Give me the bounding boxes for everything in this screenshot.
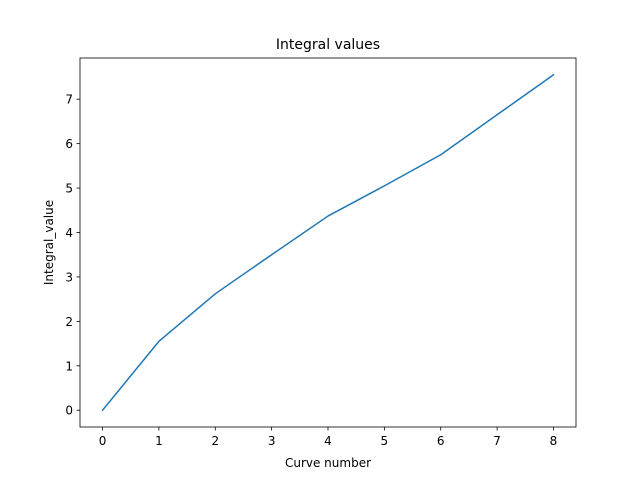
x-tick-label: 3 bbox=[268, 434, 276, 448]
series-line bbox=[101, 73, 555, 412]
x-tick-label: 5 bbox=[381, 434, 389, 448]
y-tick-label: 7 bbox=[65, 93, 73, 107]
x-axis-ticks: 0 1 2 3 4 5 6 7 8 bbox=[99, 427, 558, 448]
x-tick-label: 7 bbox=[493, 434, 501, 448]
x-tick-label: 4 bbox=[324, 434, 332, 448]
x-tick-label: 1 bbox=[155, 434, 163, 448]
y-axis-ticks: 0 1 2 3 4 5 6 7 bbox=[65, 93, 80, 418]
y-axis-label: Integral_value bbox=[42, 200, 56, 285]
plot-area-frame bbox=[79, 57, 577, 428]
x-axis-label: Curve number bbox=[285, 456, 371, 470]
y-tick-label: 0 bbox=[65, 404, 73, 418]
x-tick-label: 2 bbox=[211, 434, 219, 448]
chart-title: Integral values bbox=[276, 37, 380, 53]
y-tick-label: 5 bbox=[65, 182, 73, 196]
y-tick-label: 6 bbox=[65, 137, 73, 151]
y-tick-label: 4 bbox=[65, 226, 73, 240]
y-tick-label: 3 bbox=[65, 270, 73, 284]
x-tick-label: 0 bbox=[99, 434, 107, 448]
y-tick-label: 2 bbox=[65, 315, 73, 329]
x-tick-label: 6 bbox=[437, 434, 445, 448]
y-tick-label: 1 bbox=[65, 359, 73, 373]
x-tick-label: 8 bbox=[550, 434, 558, 448]
